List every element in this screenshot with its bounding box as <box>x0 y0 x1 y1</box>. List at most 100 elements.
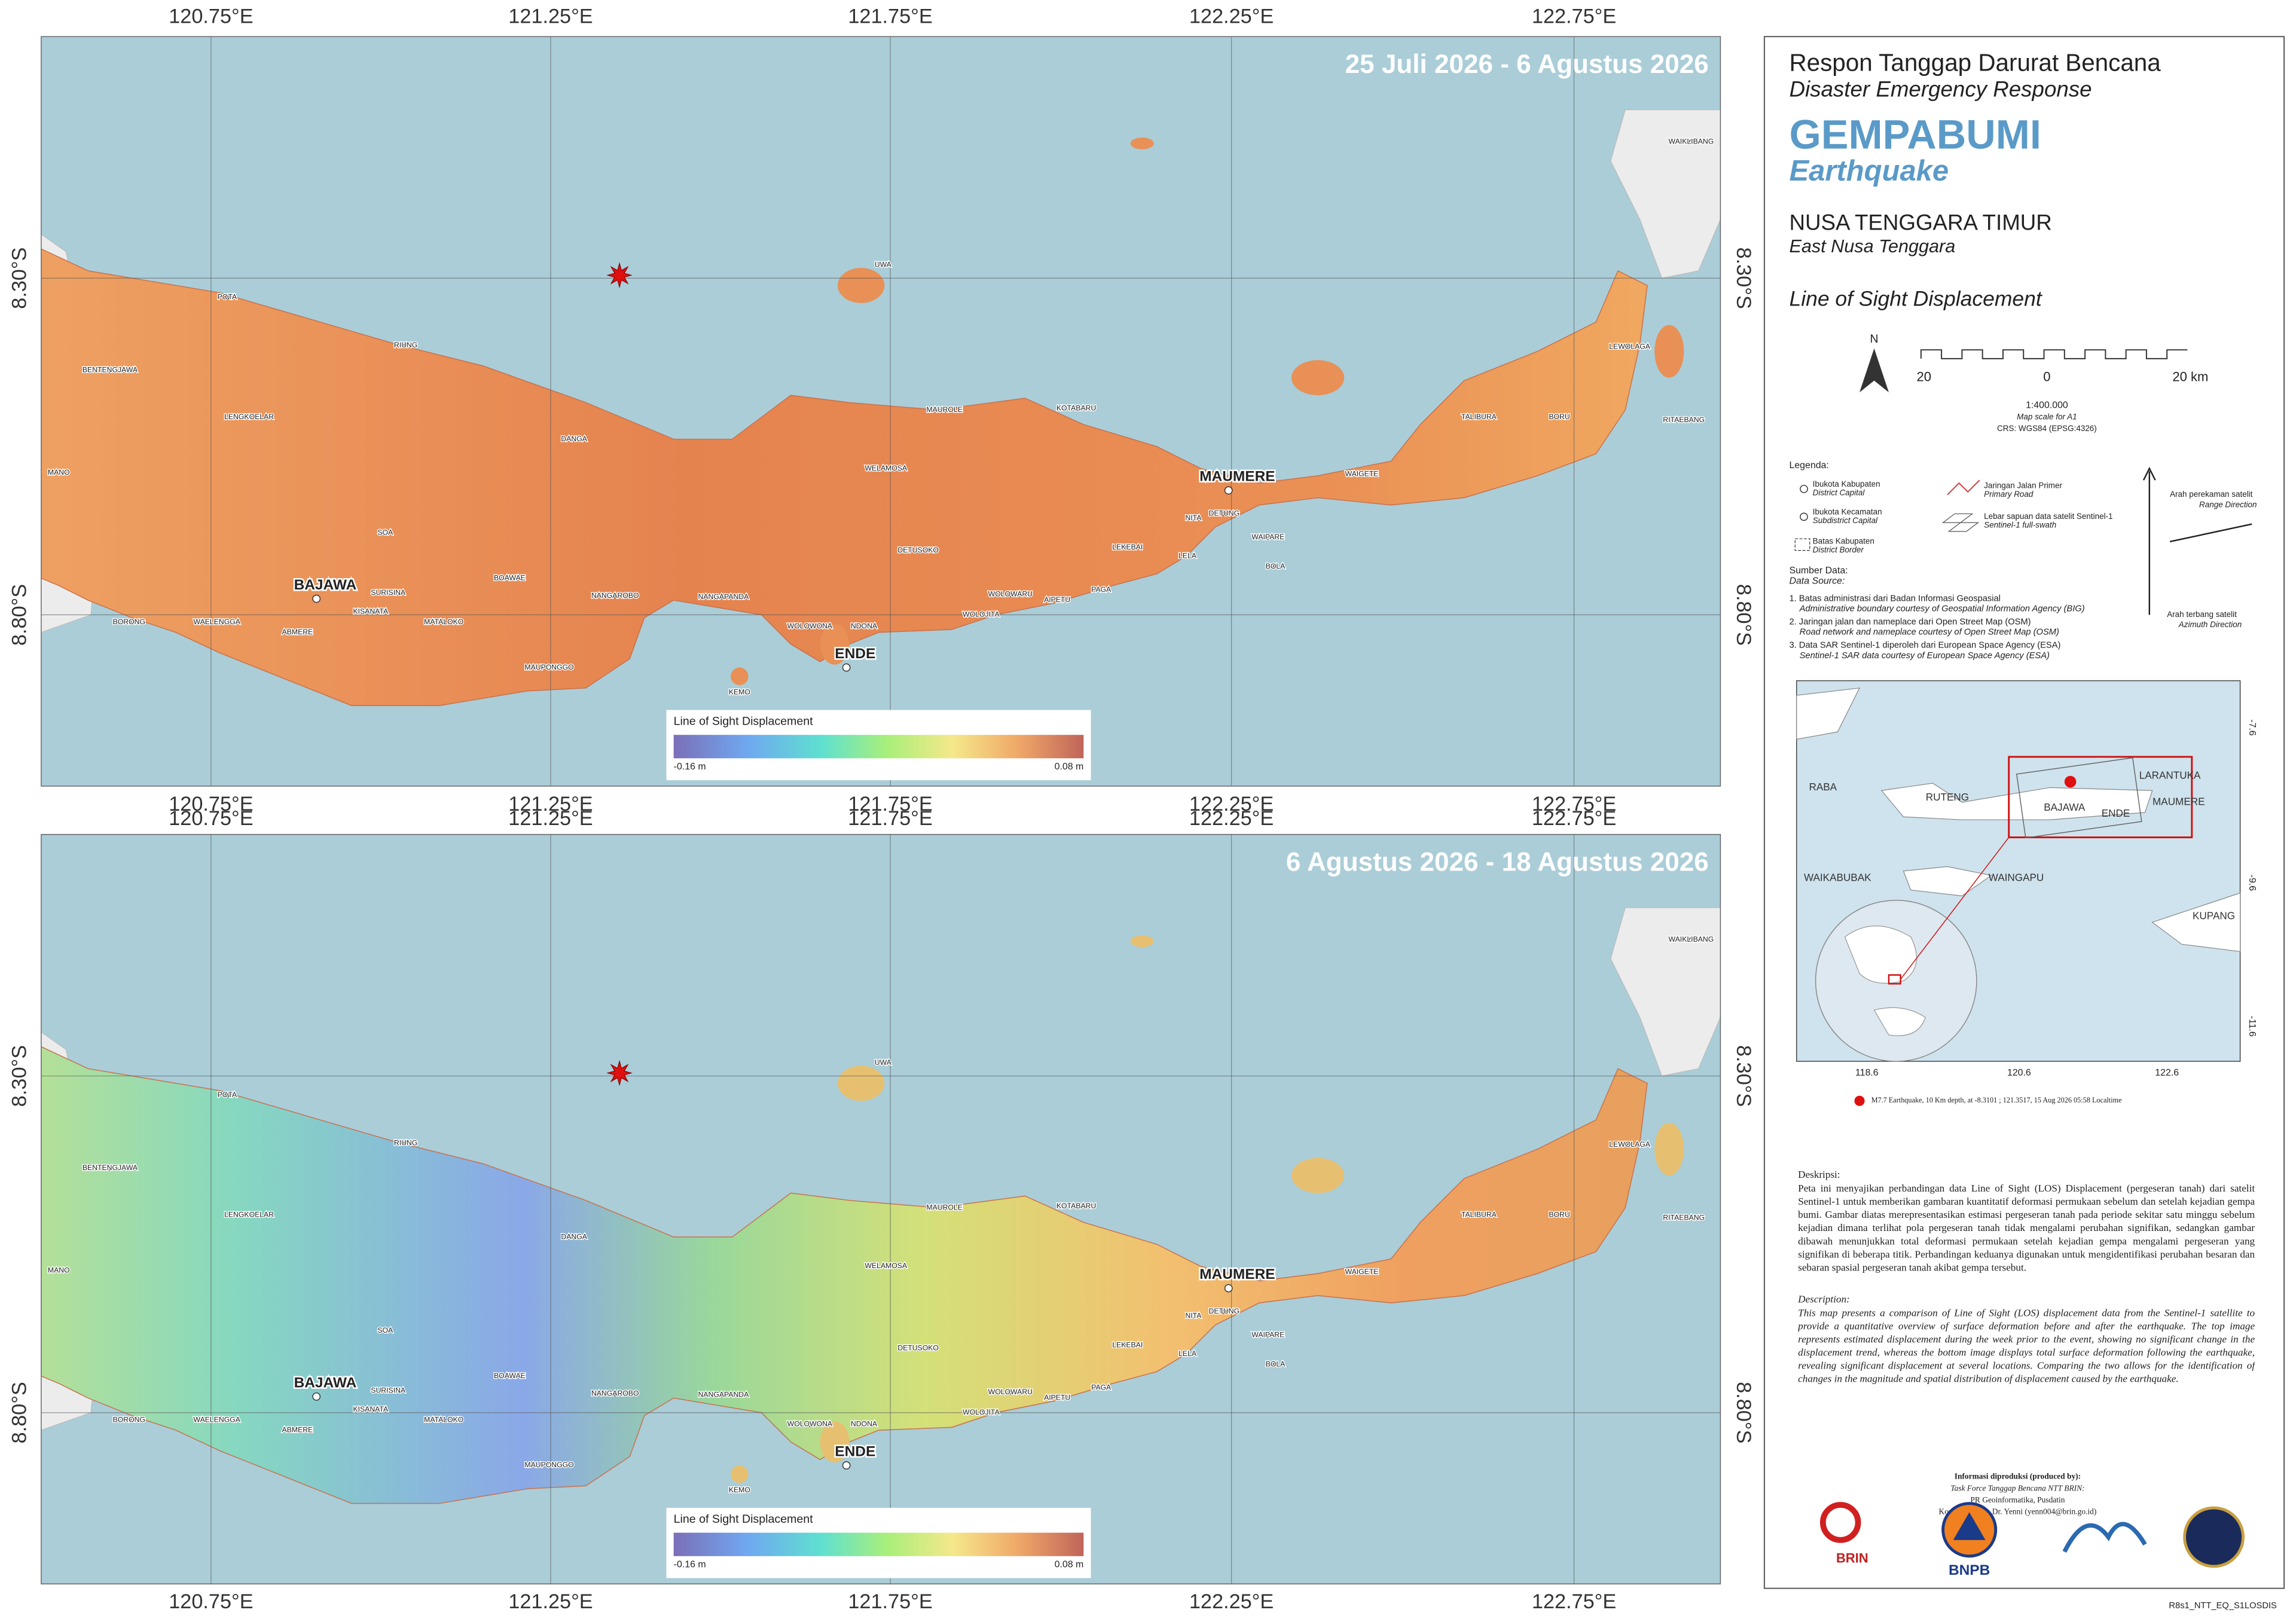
scale-label: 20 <box>1916 369 1931 384</box>
logo-bnpb-mark <box>1953 1512 1986 1540</box>
lon-label: 121.75°E <box>848 793 932 815</box>
islet <box>1654 1123 1684 1176</box>
place-label: MANO <box>48 468 70 476</box>
inset-epicenter <box>2064 775 2077 788</box>
place-marker <box>214 1418 219 1423</box>
legend-symbol <box>1941 513 1980 532</box>
legend-symbol <box>1947 479 1980 496</box>
place-marker <box>737 1487 742 1493</box>
place-marker <box>507 576 512 581</box>
place-marker <box>1689 937 1694 942</box>
place-marker <box>915 1346 921 1351</box>
place-label: WAIKLIBANG <box>1669 935 1714 943</box>
place-marker <box>1689 139 1694 145</box>
place-marker <box>403 1141 408 1146</box>
place-label: TALIBURA <box>1461 413 1497 421</box>
place-marker <box>1098 1385 1104 1391</box>
inset-place: ENDE <box>2102 807 2130 819</box>
epicenter-note: M7.7 Earthquake, 10 Km depth, at -8.3101… <box>1871 1096 2122 1104</box>
place-label: RIUNG <box>394 1139 417 1147</box>
scale-label: 0 <box>2043 369 2050 384</box>
place-marker <box>978 1410 984 1415</box>
place-label: WOLOJITA <box>963 1408 1000 1416</box>
place-label: WOLOJITA <box>963 610 1000 619</box>
place-marker <box>224 1092 230 1098</box>
source-line: Road network and nameplace courtesy of O… <box>1800 628 2059 637</box>
place-marker <box>56 1268 62 1273</box>
lon-label: 120.75°E <box>169 5 253 28</box>
islet <box>1130 935 1154 948</box>
place-label: WOLOWARU <box>988 589 1033 598</box>
place-marker <box>295 630 300 635</box>
place-marker <box>1055 597 1060 603</box>
place-label: WAIGETE <box>1345 1267 1379 1276</box>
place-marker <box>1273 1362 1278 1367</box>
place-marker <box>312 1392 321 1401</box>
place-marker <box>915 548 921 553</box>
place-label: WOLOWARU <box>988 1388 1033 1396</box>
place-label: ENDE <box>835 1443 875 1459</box>
place-marker <box>883 466 889 471</box>
map-panel: POTA BENTENGJAWA LENGKOELAR RIUNG MANO DANGA M… <box>41 36 1721 786</box>
lon-label: 121.25°E <box>508 5 593 28</box>
place-label: POTA <box>218 1091 237 1099</box>
lon-label: 121.75°E <box>848 1590 932 1613</box>
producer-line: Task Force Tanggap Bencana NTT BRIN: <box>1950 1483 2084 1492</box>
inset-lon: 120.6 <box>2007 1068 2031 1078</box>
place-marker <box>883 1264 889 1269</box>
desc-title: Description: <box>1797 1293 1850 1305</box>
place-marker <box>1265 1333 1271 1338</box>
producer-line: Informasi diproduksi (produced by): <box>1955 1472 2081 1481</box>
place-marker <box>942 1205 947 1210</box>
map-frame <box>41 36 1721 787</box>
arrow-label: Range Direction <box>2199 500 2257 509</box>
inset-place: BAJAWA <box>2044 801 2086 813</box>
place-marker <box>1681 417 1687 423</box>
place-marker <box>1074 1203 1079 1209</box>
lon-label: 121.25°E <box>508 793 593 815</box>
panel-title: Respon Tanggap Darurat Bencana <box>1789 48 2161 76</box>
place-marker <box>1185 554 1190 559</box>
place-marker <box>1627 1142 1632 1147</box>
place-marker <box>1007 1389 1013 1395</box>
inset-extent <box>2008 756 2193 839</box>
colorbar-title: Line of Sight Displacement <box>674 1513 813 1526</box>
colorbar-title: Line of Sight Displacement <box>674 714 813 728</box>
place-marker <box>246 414 252 420</box>
place-label: DETUSOKO <box>897 546 939 554</box>
place-marker <box>246 1212 252 1218</box>
legend-title: Legenda: <box>1789 460 1828 471</box>
place-label: MAUPONGGO <box>524 1461 573 1469</box>
place-marker <box>56 470 62 475</box>
lon-label: 120.75°E <box>169 1590 253 1613</box>
place-label: WAIGETE <box>1345 470 1379 478</box>
source-line: Sentinel-1 SAR data courtesy of European… <box>1800 651 2050 661</box>
place-marker <box>1476 1212 1482 1218</box>
islet <box>1291 1157 1345 1193</box>
place-marker <box>383 530 388 536</box>
place-marker <box>546 1463 552 1468</box>
lon-label: 121.75°E <box>848 807 932 830</box>
lon-label: 120.75°E <box>169 793 253 815</box>
place-marker <box>1359 472 1364 477</box>
place-label: ABMERE <box>282 628 313 636</box>
inset-place: RUTENG <box>1926 791 1969 803</box>
globe-land <box>1844 925 1926 1036</box>
place-label: MATALOKO <box>424 618 463 626</box>
place-label: KEMO <box>729 688 750 696</box>
source-title: Sumber Data: <box>1789 566 1848 576</box>
inset-lat: -9.6 <box>2247 875 2257 891</box>
place-marker <box>612 593 618 598</box>
place-label: LELA <box>1178 552 1197 560</box>
place-label: RITAEBANG <box>1663 1213 1705 1221</box>
place-marker <box>224 295 230 300</box>
inset-land <box>1796 688 1861 740</box>
legend-label: Subdistrict Capital <box>1813 516 1878 525</box>
place-label: BAJAWA <box>294 577 357 593</box>
place-marker <box>368 1407 373 1412</box>
place-label: BORONG <box>113 618 145 626</box>
place-label: LEKEBAI <box>1112 543 1143 551</box>
colorbar-min: -0.16 m <box>674 762 706 772</box>
